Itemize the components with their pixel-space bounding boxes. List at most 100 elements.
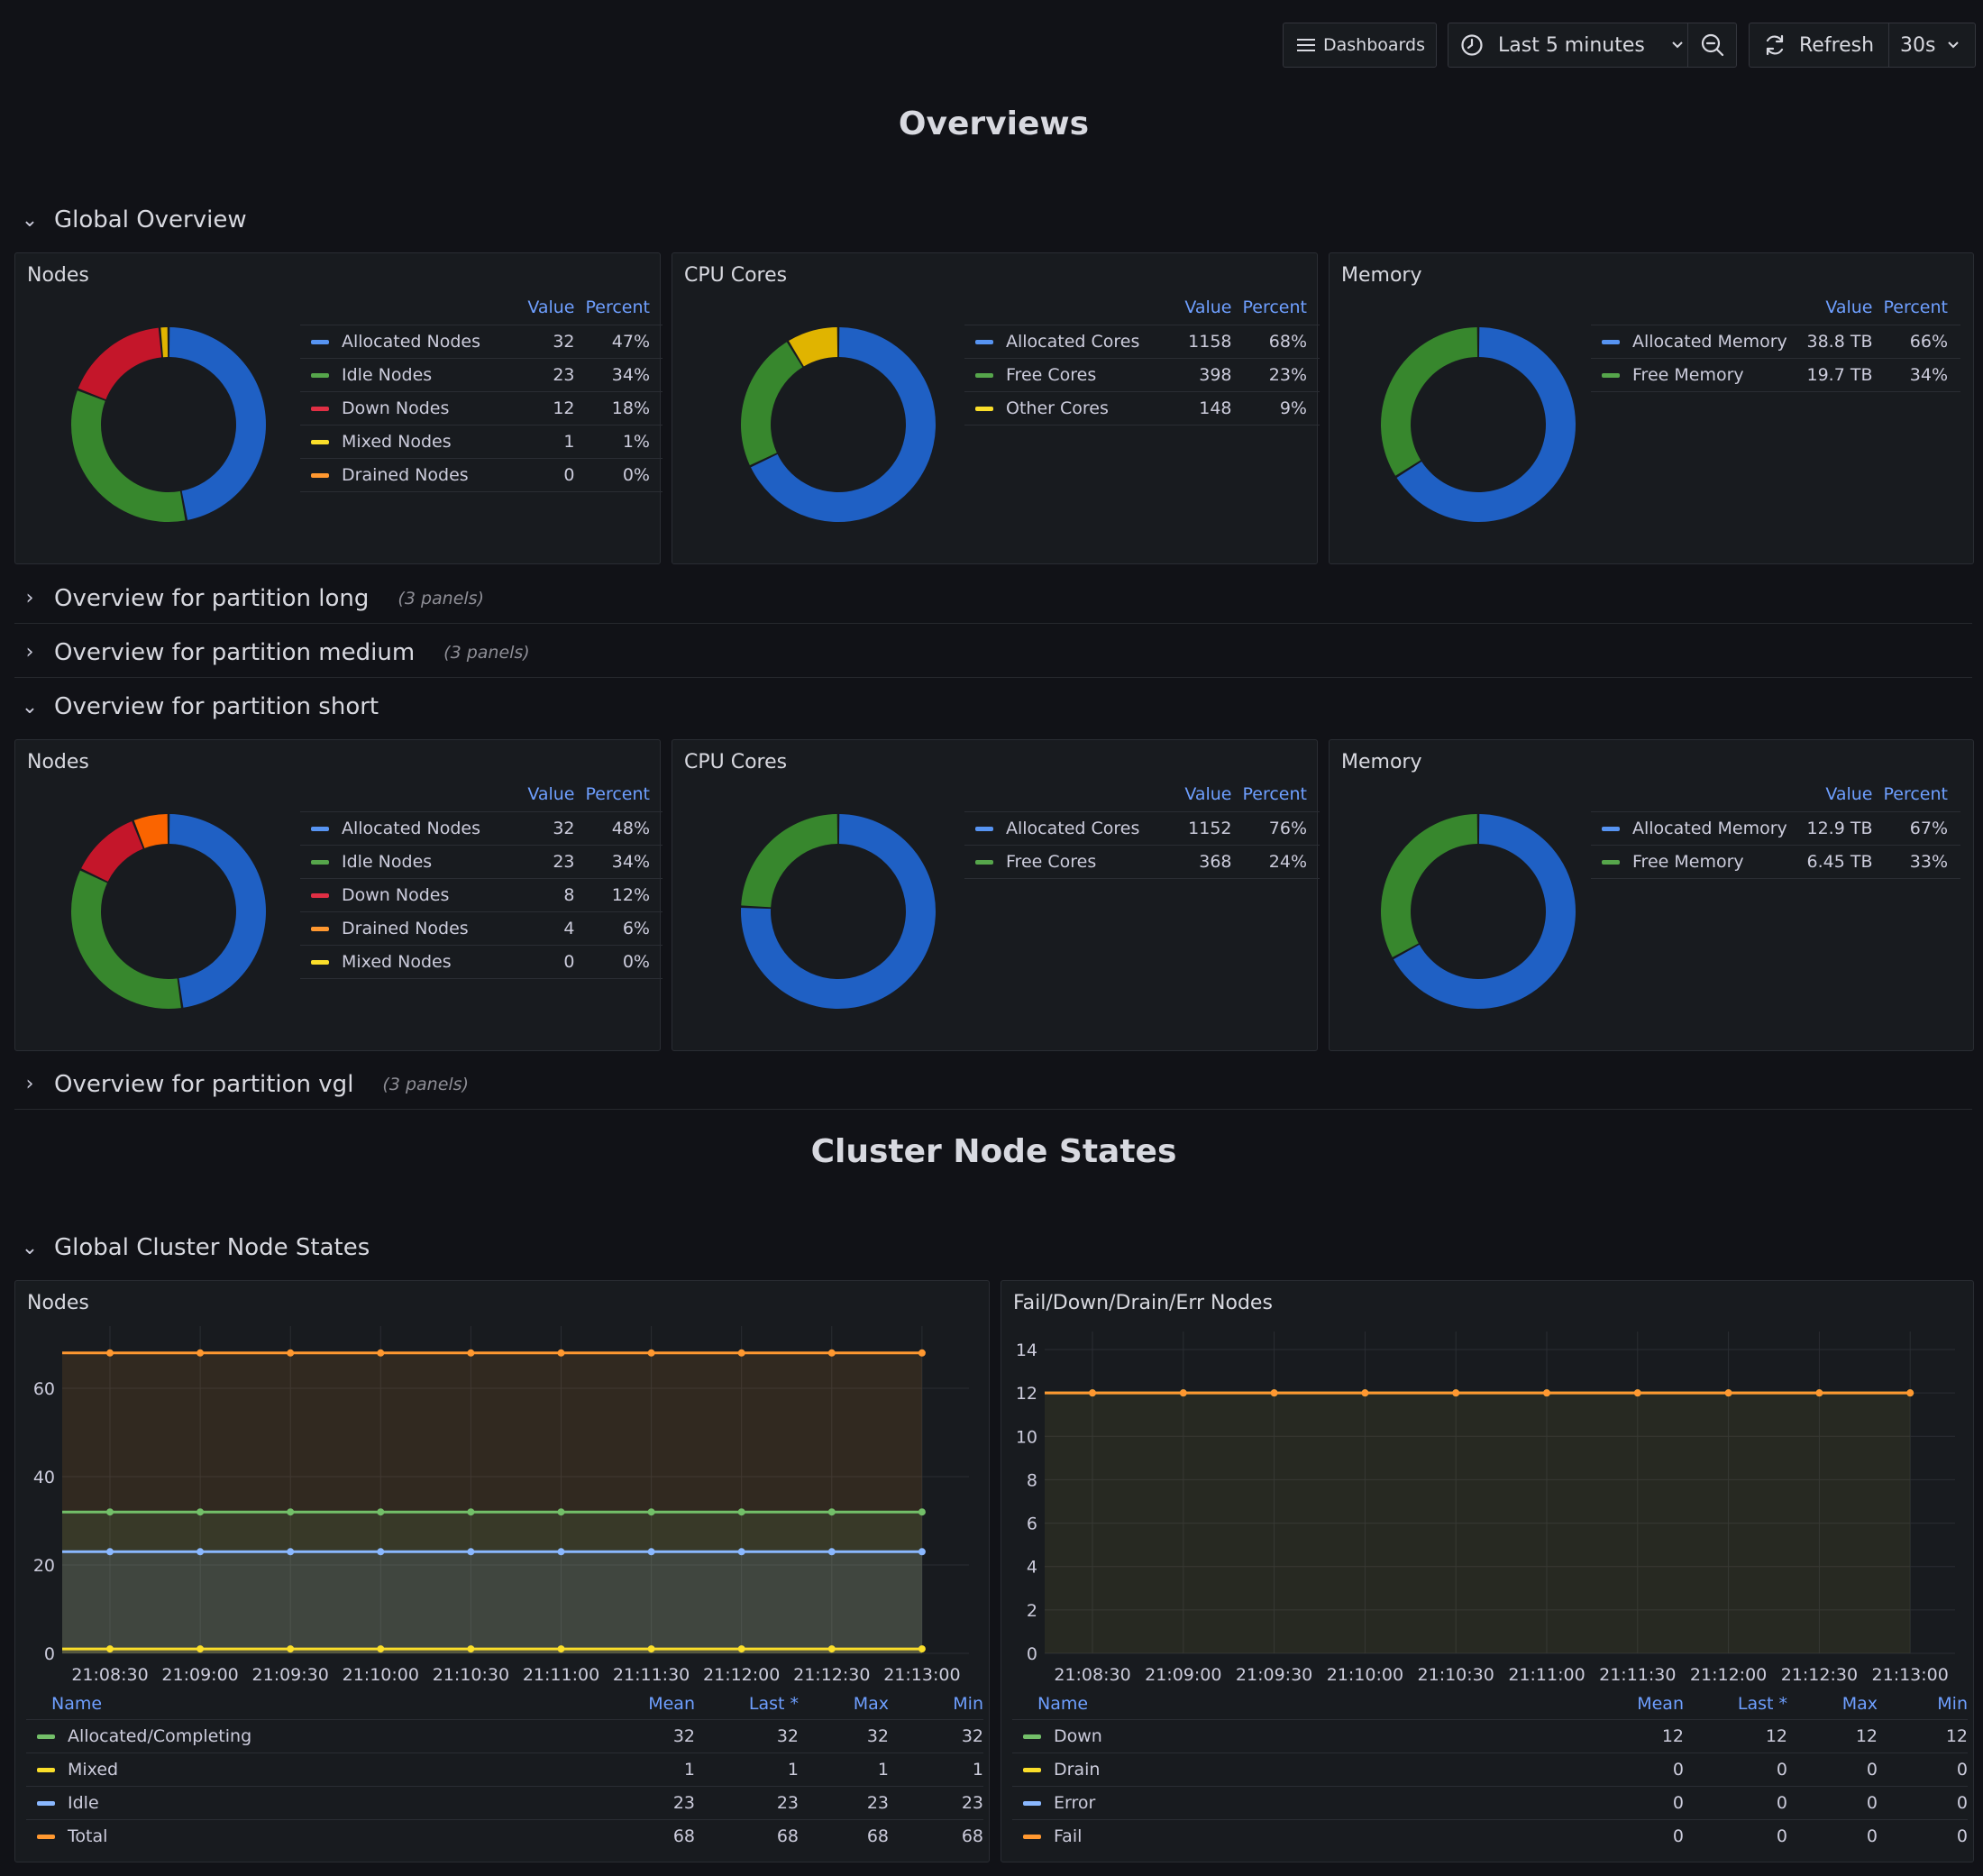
- data-point[interactable]: [557, 1548, 565, 1556]
- pie-slice[interactable]: [71, 390, 186, 522]
- pie-slice[interactable]: [1393, 814, 1576, 1009]
- data-point[interactable]: [918, 1349, 926, 1357]
- data-point[interactable]: [467, 1548, 475, 1556]
- legend-header-percent[interactable]: Percent: [1242, 784, 1308, 805]
- pie-slice[interactable]: [169, 327, 266, 520]
- data-point[interactable]: [1361, 1389, 1369, 1397]
- data-point[interactable]: [1815, 1389, 1823, 1397]
- data-point[interactable]: [557, 1349, 565, 1357]
- legend-item[interactable]: Drained Nodes 4 6%: [300, 911, 663, 945]
- data-point[interactable]: [827, 1548, 836, 1556]
- legend-item[interactable]: Down Nodes 12 18%: [300, 390, 663, 425]
- legend-item[interactable]: Free Memory 6.45 TB 33%: [1591, 844, 1960, 879]
- legend-item[interactable]: Down Nodes 8 12%: [300, 877, 663, 911]
- legend-header-value[interactable]: Value: [1825, 297, 1873, 318]
- data-point[interactable]: [287, 1508, 295, 1516]
- legend-item[interactable]: Free Cores 368 24%: [964, 844, 1320, 879]
- legend-item[interactable]: Total 68 68 68 68: [26, 1818, 983, 1853]
- legend-item[interactable]: Allocated Memory 12.9 TB 67%: [1591, 810, 1960, 845]
- pie-slice[interactable]: [1381, 327, 1478, 476]
- legend-item[interactable]: Error 0 0 0 0: [1012, 1785, 1968, 1819]
- data-point[interactable]: [196, 1645, 205, 1653]
- pie-slice[interactable]: [78, 327, 162, 400]
- data-point[interactable]: [1906, 1389, 1914, 1397]
- row-partition-short[interactable]: ⌄ Overview for partition short: [14, 682, 1972, 732]
- data-point[interactable]: [467, 1349, 475, 1357]
- row-global-overview[interactable]: ⌄ Global Overview: [14, 195, 1972, 245]
- data-point[interactable]: [918, 1548, 926, 1556]
- pie-slice[interactable]: [750, 327, 936, 522]
- legend-item[interactable]: Fail 0 0 0 0: [1012, 1818, 1968, 1853]
- row-partition-vgl[interactable]: › Overview for partition vgl (3 panels): [14, 1059, 1972, 1110]
- legend-item[interactable]: Free Cores 398 23%: [964, 357, 1320, 391]
- legend-item[interactable]: Allocated Memory 38.8 TB 66%: [1591, 324, 1960, 358]
- pie-slice[interactable]: [169, 814, 267, 1008]
- data-point[interactable]: [647, 1349, 655, 1357]
- legend-item[interactable]: Allocated Cores 1158 68%: [964, 324, 1320, 358]
- data-point[interactable]: [377, 1349, 385, 1357]
- legend-item[interactable]: Drained Nodes 0 0%: [300, 457, 663, 492]
- legend-header-value[interactable]: Value: [1184, 297, 1232, 318]
- legend-header-percent[interactable]: Percent: [1242, 297, 1308, 318]
- legend-item[interactable]: Allocated/Completing 32 32 32 32: [26, 1718, 983, 1752]
- data-point[interactable]: [377, 1548, 385, 1556]
- pie-slice[interactable]: [1381, 814, 1478, 957]
- legend-header-name[interactable]: Name: [1037, 1693, 1089, 1714]
- data-point[interactable]: [106, 1645, 114, 1653]
- dashboards-button[interactable]: Dashboards: [1283, 23, 1437, 68]
- data-point[interactable]: [737, 1508, 745, 1516]
- pie-slice[interactable]: [70, 870, 181, 1009]
- legend-header-percent[interactable]: Percent: [585, 784, 651, 805]
- pie-slice[interactable]: [81, 820, 143, 882]
- data-point[interactable]: [918, 1508, 926, 1516]
- data-point[interactable]: [287, 1645, 295, 1653]
- legend-header-value[interactable]: Value: [1184, 784, 1232, 805]
- data-point[interactable]: [918, 1645, 926, 1653]
- legend-item[interactable]: Idle Nodes 23 34%: [300, 357, 663, 391]
- legend-header-mean[interactable]: Mean: [648, 1693, 695, 1714]
- legend-header-percent[interactable]: Percent: [1883, 784, 1949, 805]
- data-point[interactable]: [287, 1548, 295, 1556]
- row-partition-medium[interactable]: › Overview for partition medium (3 panel…: [14, 627, 1972, 678]
- data-point[interactable]: [1724, 1389, 1732, 1397]
- data-point[interactable]: [196, 1548, 205, 1556]
- legend-header-value[interactable]: Value: [527, 784, 575, 805]
- data-point[interactable]: [737, 1645, 745, 1653]
- data-point[interactable]: [1452, 1389, 1460, 1397]
- legend-header-mean[interactable]: Mean: [1637, 1693, 1684, 1714]
- data-point[interactable]: [827, 1508, 836, 1516]
- legend-header-max[interactable]: Max: [853, 1693, 889, 1714]
- zoom-out-button[interactable]: [1688, 23, 1736, 67]
- pie-slice[interactable]: [741, 814, 936, 1009]
- legend-item[interactable]: Idle Nodes 23 34%: [300, 844, 663, 878]
- legend-header-min[interactable]: Min: [953, 1693, 983, 1714]
- legend-item[interactable]: Mixed Nodes 0 0%: [300, 944, 663, 979]
- data-point[interactable]: [196, 1349, 205, 1357]
- legend-header-last[interactable]: Last *: [1737, 1693, 1787, 1714]
- legend-item[interactable]: Drain 0 0 0 0: [1012, 1752, 1968, 1786]
- data-point[interactable]: [827, 1645, 836, 1653]
- row-global-cluster-node-states[interactable]: ⌄ Global Cluster Node States: [14, 1222, 1972, 1273]
- data-point[interactable]: [557, 1645, 565, 1653]
- legend-header-max[interactable]: Max: [1841, 1693, 1878, 1714]
- legend-item[interactable]: Other Cores 148 9%: [964, 390, 1320, 426]
- data-point[interactable]: [647, 1645, 655, 1653]
- legend-item[interactable]: Free Memory 19.7 TB 34%: [1591, 357, 1960, 392]
- data-point[interactable]: [106, 1349, 114, 1357]
- data-point[interactable]: [557, 1508, 565, 1516]
- legend-item[interactable]: Allocated Nodes 32 48%: [300, 810, 663, 845]
- legend-header-percent[interactable]: Percent: [1883, 297, 1949, 318]
- legend-header-last[interactable]: Last *: [748, 1693, 799, 1714]
- row-partition-long[interactable]: › Overview for partition long (3 panels): [14, 573, 1972, 624]
- legend-header-name[interactable]: Name: [51, 1693, 103, 1714]
- pie-slice[interactable]: [160, 327, 169, 358]
- data-point[interactable]: [467, 1645, 475, 1653]
- data-point[interactable]: [647, 1548, 655, 1556]
- data-point[interactable]: [467, 1508, 475, 1516]
- time-range-picker[interactable]: Last 5 minutes: [1448, 23, 1687, 67]
- legend-item[interactable]: Mixed Nodes 1 1%: [300, 424, 663, 458]
- pie-slice[interactable]: [133, 814, 169, 848]
- legend-item[interactable]: Mixed 1 1 1 1: [26, 1752, 983, 1786]
- pie-slice[interactable]: [789, 327, 838, 367]
- legend-header-min[interactable]: Min: [1937, 1693, 1968, 1714]
